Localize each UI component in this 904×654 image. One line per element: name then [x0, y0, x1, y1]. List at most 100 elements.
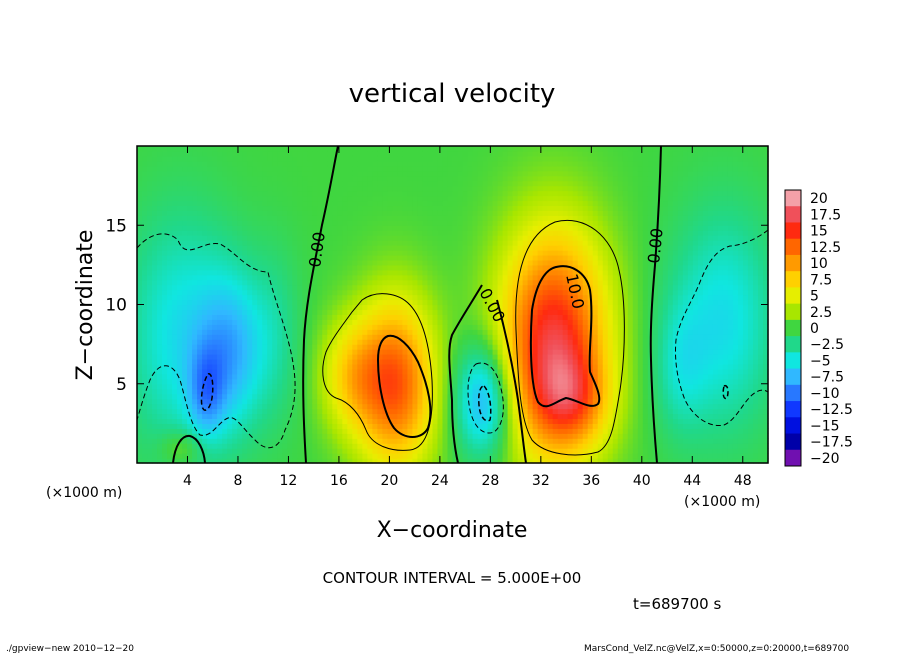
heatmap-cell	[332, 398, 338, 405]
heatmap-cell	[472, 378, 479, 385]
heatmap-cell	[147, 403, 153, 410]
heatmap-cell	[322, 150, 328, 157]
heatmap-cell	[227, 408, 233, 415]
heatmap-cell	[192, 155, 198, 162]
heatmap-cell	[307, 408, 313, 415]
heatmap-cell	[142, 259, 148, 266]
heatmap-cell	[462, 225, 469, 231]
heatmap-cell	[362, 279, 368, 286]
heatmap-cell	[287, 363, 293, 370]
heatmap-cell	[472, 205, 479, 211]
heatmap-cell	[242, 319, 248, 325]
heatmap-cell	[502, 373, 509, 380]
heatmap-cell	[402, 319, 409, 325]
heatmap-cell	[257, 240, 263, 246]
heatmap-cell	[142, 363, 148, 370]
heatmap-cell	[212, 274, 218, 281]
heatmap-cell	[237, 304, 243, 311]
heatmap-cell	[452, 349, 459, 355]
heatmap-cell	[137, 383, 143, 390]
heatmap-cell	[182, 235, 188, 241]
heatmap-cell	[492, 334, 499, 340]
heatmap-cell	[472, 304, 479, 311]
heatmap-cell	[437, 368, 444, 375]
heatmap-cell	[177, 274, 183, 281]
heatmap-cell	[352, 235, 358, 241]
heatmap-cell	[402, 393, 409, 400]
heatmap-cell	[197, 324, 203, 330]
heatmap-cell	[342, 160, 348, 167]
heatmap-cell	[312, 433, 318, 439]
heatmap-cell	[242, 413, 248, 420]
heatmap-cell	[522, 349, 529, 355]
heatmap-cell	[322, 160, 328, 167]
heatmap-cell	[457, 274, 464, 281]
heatmap-cell	[417, 264, 424, 271]
heatmap-cell	[442, 160, 449, 167]
heatmap-cell	[202, 354, 208, 360]
heatmap-cell	[487, 388, 494, 395]
heatmap-cell	[322, 329, 328, 335]
heatmap-cell	[187, 210, 193, 216]
heatmap-cell	[247, 378, 253, 385]
heatmap-cell	[277, 383, 283, 390]
heatmap-cell	[237, 250, 243, 256]
heatmap-cell	[402, 403, 409, 410]
heatmap-cell	[392, 373, 399, 380]
heatmap-cell	[462, 170, 469, 177]
heatmap-cell	[197, 175, 203, 182]
heatmap-cell	[177, 269, 183, 276]
heatmap-cell	[257, 413, 263, 420]
heatmap-cell	[447, 165, 454, 172]
heatmap-cell	[432, 289, 439, 296]
heatmap-cell	[167, 413, 173, 420]
heatmap-cell	[292, 254, 298, 261]
heatmap-cell	[477, 190, 484, 197]
heatmap-cell	[397, 195, 404, 202]
heatmap-cell	[157, 235, 163, 241]
heatmap-cell	[337, 378, 343, 385]
heatmap-cell	[357, 259, 363, 266]
heatmap-cell	[197, 274, 203, 281]
heatmap-cell	[182, 284, 188, 291]
heatmap-cell	[432, 354, 439, 360]
heatmap-cell	[177, 413, 183, 420]
heatmap-cell	[217, 254, 223, 261]
heatmap-cell	[327, 160, 333, 167]
heatmap-cell	[192, 165, 198, 172]
heatmap-cell	[492, 458, 499, 464]
heatmap-cell	[242, 205, 248, 211]
heatmap-cell	[497, 150, 504, 157]
heatmap-cell	[147, 334, 153, 340]
heatmap-cell	[422, 314, 429, 320]
heatmap-cell	[287, 175, 293, 182]
heatmap-cell	[472, 373, 479, 380]
heatmap-cell	[472, 175, 479, 182]
heatmap-cell	[177, 245, 183, 251]
heatmap-cell	[447, 299, 454, 306]
heatmap-cell	[397, 220, 404, 226]
heatmap-cell	[487, 373, 494, 380]
heatmap-cell	[217, 349, 223, 355]
heatmap-cell	[337, 240, 343, 246]
heatmap-cell	[347, 428, 353, 434]
heatmap-cell	[162, 259, 168, 266]
heatmap-cell	[197, 264, 203, 271]
heatmap-cell	[362, 299, 368, 306]
heatmap-cell	[427, 373, 434, 380]
heatmap-cell	[297, 358, 303, 365]
heatmap-cell	[332, 220, 338, 226]
heatmap-cell	[512, 339, 519, 345]
heatmap-cell	[222, 438, 228, 444]
heatmap-cell	[342, 324, 348, 330]
heatmap-cell	[212, 240, 218, 246]
heatmap-cell	[252, 205, 258, 211]
heatmap-cell	[342, 344, 348, 350]
heatmap-cell	[502, 190, 509, 197]
heatmap-cell	[267, 413, 273, 420]
heatmap-cell	[432, 245, 439, 251]
heatmap-cell	[137, 358, 143, 365]
heatmap-cell	[272, 383, 278, 390]
heatmap-cell	[517, 358, 524, 365]
heatmap-cell	[407, 240, 414, 246]
